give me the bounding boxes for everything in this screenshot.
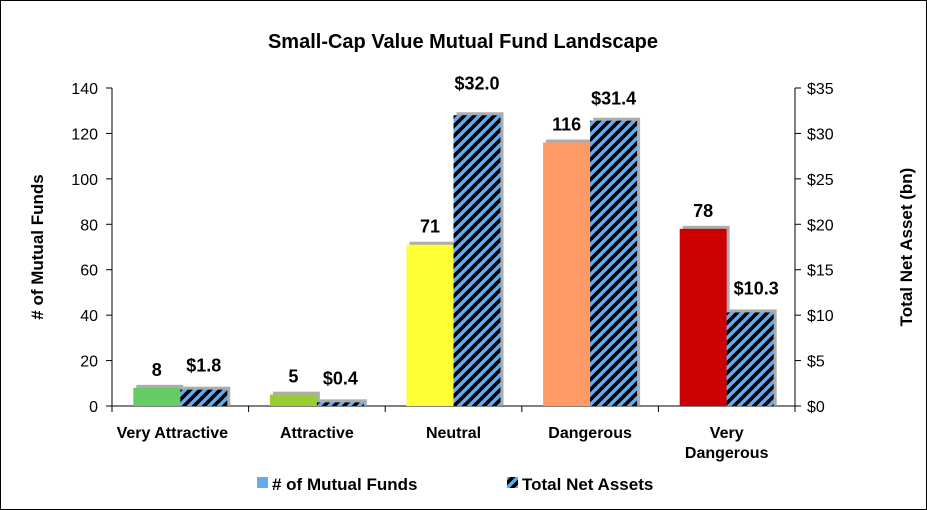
left-tick-label: 120	[71, 126, 98, 143]
left-tick-label: 80	[80, 217, 98, 234]
left-tick-label: 0	[89, 399, 98, 416]
bar-total-net-assets	[453, 115, 501, 406]
bar-mutual-funds	[269, 394, 317, 406]
right-tick-label: $15	[807, 263, 834, 280]
legend-label-total-net-assets: Total Net Assets	[522, 475, 653, 494]
legend-swatch-total-net-assets	[507, 477, 518, 488]
right-axis-title: Total Net Asset (bn)	[897, 168, 916, 327]
chart-title: Small-Cap Value Mutual Fund Landscape	[268, 31, 658, 53]
category-label: Neutral	[426, 425, 481, 442]
data-label-mutual-funds: 5	[288, 367, 298, 387]
right-tick-label: $30	[807, 126, 834, 143]
left-axis-title: # of Mutual Funds	[28, 174, 47, 319]
category-label: Very	[710, 425, 744, 442]
bar-total-net-assets	[726, 312, 774, 406]
right-tick-label: $35	[807, 81, 834, 98]
right-tick-label: $10	[807, 308, 834, 325]
data-label-mutual-funds: 116	[552, 115, 581, 135]
data-label-total-net-assets: $1.8	[186, 356, 221, 376]
right-tick-label: $0	[807, 399, 825, 416]
left-tick-label: 40	[80, 308, 98, 325]
data-label-mutual-funds: 8	[152, 360, 162, 380]
category-label: Dangerous	[685, 445, 769, 462]
legend-swatch-mutual-funds	[257, 477, 268, 488]
bar-total-net-assets	[316, 402, 364, 406]
bar-total-net-assets	[180, 389, 228, 406]
bar-total-net-assets	[590, 120, 638, 407]
left-tick-label: 100	[71, 172, 98, 189]
data-label-mutual-funds: 71	[420, 217, 440, 237]
right-tick-label: $20	[807, 217, 834, 234]
category-label: Dangerous	[548, 425, 632, 442]
bar-mutual-funds	[133, 387, 181, 406]
data-label-mutual-funds: 78	[693, 201, 713, 221]
bar-mutual-funds	[406, 244, 454, 406]
legend-label-mutual-funds: # of Mutual Funds	[272, 475, 417, 494]
left-tick-label: 60	[80, 263, 98, 280]
category-label: Attractive	[280, 425, 354, 442]
data-label-total-net-assets: $10.3	[734, 278, 779, 298]
left-tick-label: 140	[71, 81, 98, 98]
data-label-total-net-assets: $31.4	[591, 89, 636, 109]
data-label-total-net-assets: $32.0	[454, 73, 499, 93]
left-tick-label: 20	[80, 354, 98, 371]
bar-mutual-funds	[679, 228, 727, 406]
right-tick-label: $25	[807, 172, 834, 189]
bar-mutual-funds	[543, 142, 591, 406]
category-label: Very Attractive	[117, 425, 229, 442]
data-label-total-net-assets: $0.4	[323, 368, 358, 388]
right-tick-label: $5	[807, 354, 825, 371]
